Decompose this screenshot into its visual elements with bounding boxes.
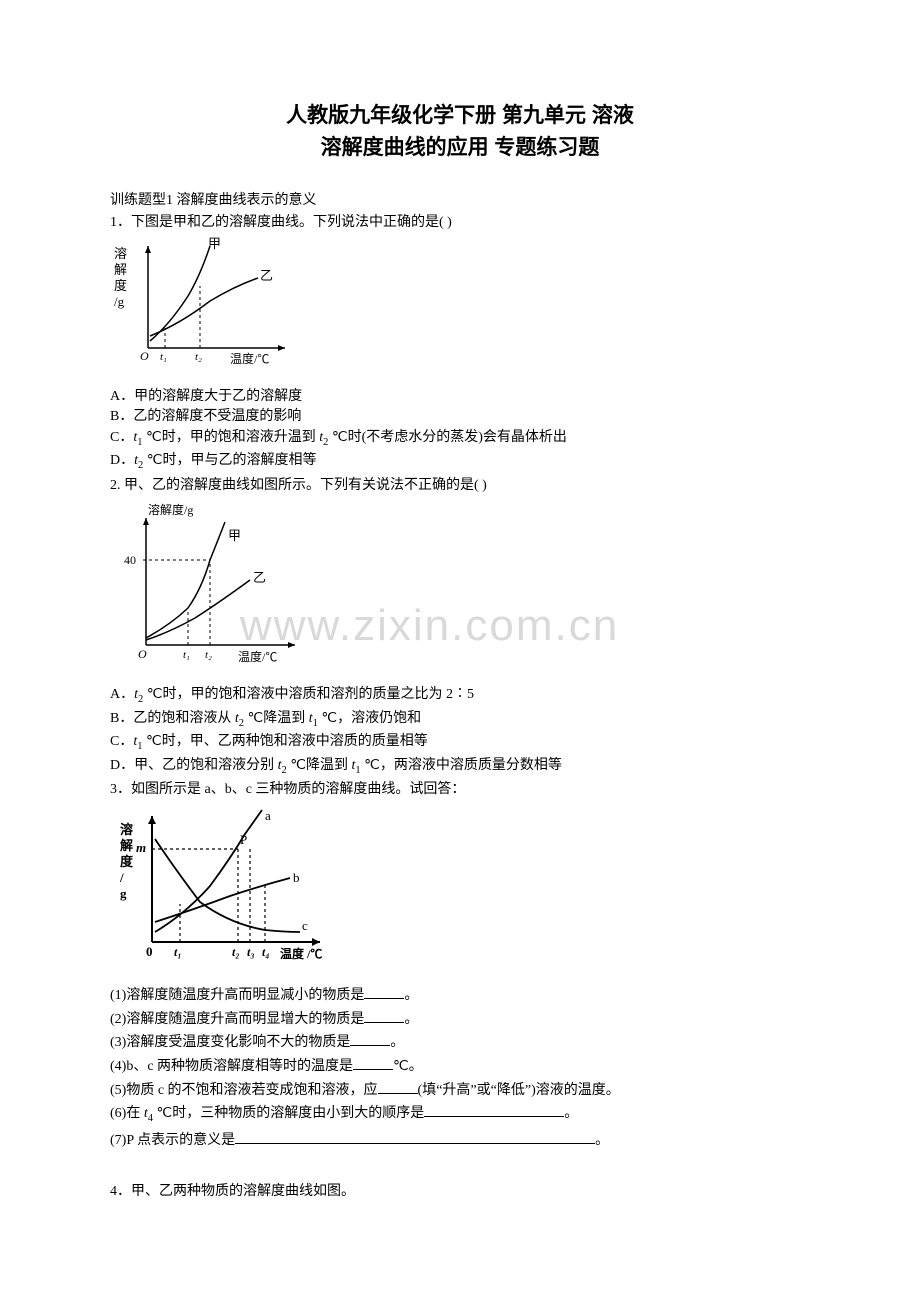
svg-text:溶: 溶 [114,246,127,261]
svg-text:b: b [293,870,300,885]
q2-chart: 溶解度/g 40 甲 乙 O t₁ t₂ 温度/℃ www.zixin.com.… [110,500,810,682]
q2-choice-b: B．乙的饱和溶液从 t2 ℃降温到 t1 ℃，溶液仍饱和 [110,709,810,731]
q3-stem: 3．如图所示是 a、b、c 三种物质的溶解度曲线。试回答： [110,780,810,800]
q3-item-1: (1)溶解度随温度升高而明显减小的物质是。 [110,984,810,1006]
svg-text:t₂: t₂ [195,351,202,363]
svg-text:温度/℃: 温度/℃ [230,351,269,366]
svg-text:t₁: t₁ [160,351,167,363]
svg-text:温度 /℃: 温度 /℃ [280,946,322,961]
svg-text:g: g [120,886,127,901]
q1-chart: 甲 乙 O t₁ t₂ 温度/℃ 溶 解 度 /g [110,236,810,383]
svg-text:甲: 甲 [228,528,241,543]
q3-chart: a b c P m 溶 解 度 / g 0 t₁ t₂ t₃ t₄ 温度 /℃ [110,804,810,981]
q2-choice-d: D．甲、乙的饱和溶液分别 t2 ℃降温到 t1 ℃，两溶液中溶质质量分数相等 [110,756,810,778]
svg-text:t₁: t₁ [174,945,182,959]
svg-text:t₂: t₂ [232,945,240,959]
svg-text:O: O [138,647,147,661]
svg-text:甲: 甲 [208,236,221,251]
svg-text:m: m [136,840,146,855]
blank [364,984,404,999]
page-title: 人教版九年级化学下册 第九单元 溶液 溶解度曲线的应用 专题练习题 [110,100,810,163]
svg-text:O: O [140,349,149,363]
svg-text:/: / [119,870,124,885]
q1-choice-b: B．乙的溶解度不受温度的影响 [110,407,810,427]
title-line-2: 溶解度曲线的应用 专题练习题 [110,132,810,164]
q1-stem: 1．下图是甲和乙的溶解度曲线。下列说法中正确的是( ) [110,213,810,233]
svg-text:乙: 乙 [260,268,273,283]
svg-text:a: a [265,808,271,823]
q1-choice-c: C．t1 ℃时，甲的饱和溶液升温到 t2 ℃时(不考虑水分的蒸发)会有晶体析出 [110,428,810,450]
svg-text:/g: /g [114,294,125,309]
svg-text:度: 度 [114,278,127,293]
svg-text:解: 解 [119,838,133,853]
q3-item-4: (4)b、c 两种物质溶解度相等时的温度是℃。 [110,1055,810,1077]
svg-text:t₄: t₄ [262,945,270,959]
blank [378,1079,418,1094]
q1-choice-a: A．甲的溶解度大于乙的溶解度 [110,387,810,407]
blank [364,1008,404,1023]
blank [235,1129,595,1144]
svg-text:乙: 乙 [253,570,266,585]
svg-text:度: 度 [120,854,134,869]
q2-choice-a: A．t2 ℃时，甲的饱和溶液中溶质和溶剂的质量之比为 2∶5 [110,685,810,707]
svg-text:t₃: t₃ [247,945,255,959]
svg-text:0: 0 [146,944,153,959]
q3-item-2: (2)溶解度随温度升高而明显增大的物质是。 [110,1008,810,1030]
blank [350,1031,390,1046]
q3-item-5: (5)物质 c 的不饱和溶液若变成饱和溶液，应(填“升高”或“降低”)溶液的温度… [110,1079,810,1101]
svg-text:40: 40 [124,553,136,567]
q1-choice-d: D．t2 ℃时，甲与乙的溶解度相等 [110,451,810,473]
title-line-1: 人教版九年级化学下册 第九单元 溶液 [110,100,810,132]
q4-stem: 4．甲、乙两种物质的溶解度曲线如图。 [110,1182,810,1202]
blank [424,1102,564,1117]
q2-stem: 2. 甲、乙的溶解度曲线如图所示。下列有关说法不正确的是( ) [110,476,810,496]
section-1-label: 训练题型1 溶解度曲线表示的意义 [110,191,810,211]
svg-text:温度/℃: 温度/℃ [238,649,277,664]
q3-item-7: (7)P 点表示的意义是。 [110,1129,810,1151]
svg-text:t₂: t₂ [205,649,212,661]
q3-item-3: (3)溶解度受温度变化影响不大的物质是。 [110,1031,810,1053]
svg-text:P: P [240,832,247,847]
svg-text:解: 解 [114,262,127,277]
blank [353,1055,393,1070]
q3-item-6: (6)在 t4 ℃时，三种物质的溶解度由小到大的顺序是。 [110,1102,810,1126]
svg-text:溶: 溶 [120,822,133,837]
q2-choice-c: C．t1 ℃时，甲、乙两种饱和溶液中溶质的质量相等 [110,732,810,754]
svg-text:c: c [302,918,308,933]
svg-text:t₁: t₁ [183,649,190,661]
svg-text:溶解度/g: 溶解度/g [148,502,193,517]
